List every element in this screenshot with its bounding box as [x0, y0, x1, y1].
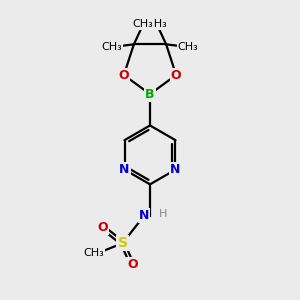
Text: O: O	[127, 258, 138, 271]
Text: N: N	[119, 163, 130, 176]
Text: O: O	[171, 69, 182, 82]
Text: CH₃: CH₃	[101, 42, 122, 52]
Text: O: O	[118, 69, 129, 82]
Text: B: B	[145, 88, 155, 100]
Text: CH₃: CH₃	[146, 19, 167, 29]
Text: N: N	[170, 163, 181, 176]
Text: O: O	[98, 221, 108, 234]
Text: S: S	[118, 236, 128, 250]
Text: CH₃: CH₃	[84, 248, 104, 258]
Text: CH₃: CH₃	[178, 42, 199, 52]
Text: N: N	[139, 209, 149, 222]
Text: H: H	[159, 209, 167, 219]
Text: CH₃: CH₃	[133, 19, 154, 29]
